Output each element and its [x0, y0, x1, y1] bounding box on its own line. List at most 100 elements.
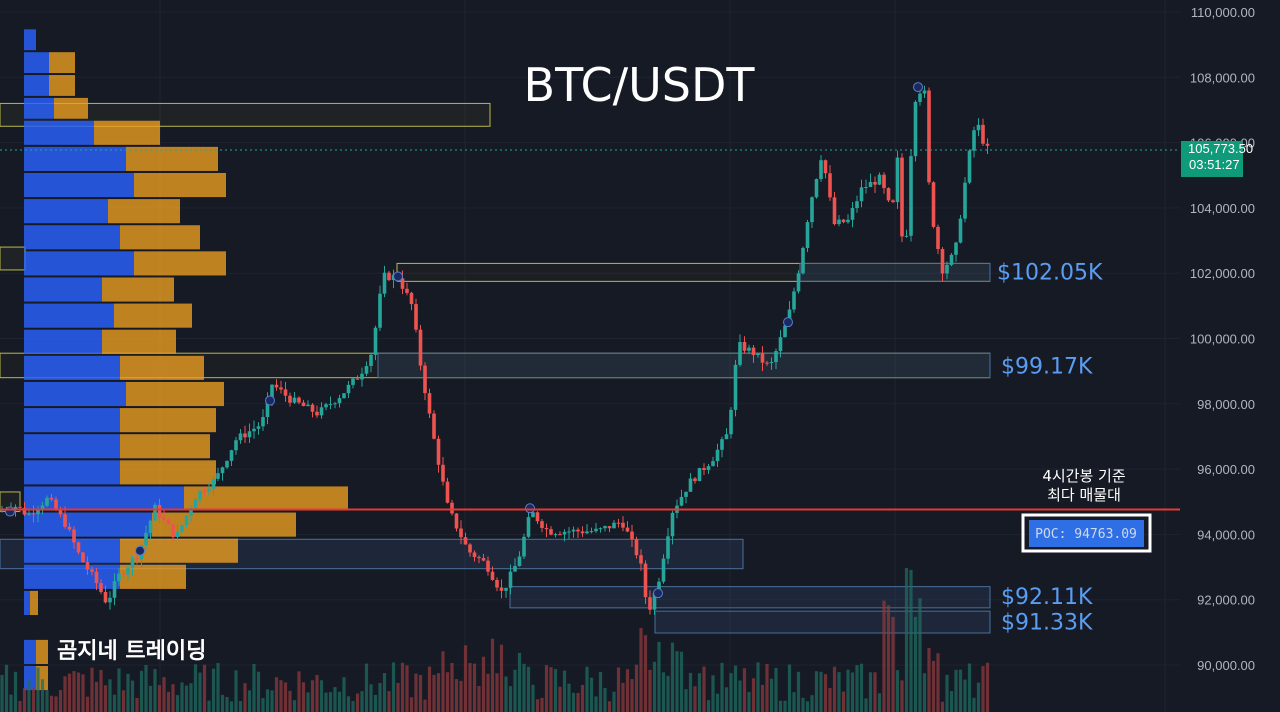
volume-bar: [76, 672, 81, 712]
volume-bar: [585, 666, 589, 712]
candle-body: [724, 434, 729, 440]
y-tick-label: 94,000.00: [1197, 527, 1255, 542]
swing-marker: [265, 395, 275, 406]
volume-bar: [900, 680, 904, 712]
candle-body: [58, 509, 63, 515]
volume-bar: [144, 665, 148, 712]
volume-bar: [886, 605, 891, 712]
candle-body: [99, 583, 103, 592]
profile-bar-sell: [120, 564, 186, 589]
chart-title: BTC/USDT: [524, 58, 756, 112]
candle-body: [45, 497, 49, 506]
volume-bar: [22, 688, 27, 712]
volume-bar: [189, 683, 193, 712]
profile-bar-sell: [36, 639, 48, 664]
candle-body: [549, 529, 553, 535]
volume-bar: [360, 691, 364, 712]
candle-body: [0, 510, 4, 512]
candle-body: [414, 304, 418, 330]
candle-body: [652, 592, 657, 610]
volume-bar: [436, 673, 441, 712]
volume-bar: [369, 684, 373, 712]
profile-bar-sell: [126, 146, 218, 171]
candle-body: [117, 573, 121, 582]
profile-bar-buy: [24, 52, 49, 74]
volume-bar: [738, 680, 742, 712]
profile-bar-buy: [24, 97, 54, 119]
volume-bar: [630, 679, 634, 712]
candle-body: [801, 247, 805, 274]
volume-bar: [828, 687, 832, 712]
volume-bar: [166, 691, 171, 712]
candle-body: [180, 524, 184, 532]
candle-body: [558, 534, 562, 536]
profile-bar-sell: [49, 52, 75, 74]
candle-body: [954, 242, 958, 255]
candle-body: [220, 467, 225, 474]
candle-body: [891, 200, 895, 203]
volume-bar: [301, 682, 306, 712]
volume-bar: [108, 679, 112, 712]
volume-bar: [81, 674, 85, 712]
volume-bar: [918, 598, 922, 712]
candle-body: [472, 552, 477, 558]
y-tick-label: 92,000.00: [1197, 593, 1255, 608]
volume-bar: [558, 686, 562, 712]
volume-bar: [234, 670, 238, 712]
profile-bar-buy: [24, 590, 30, 616]
volume-bar: [328, 692, 333, 712]
candle-body: [580, 531, 585, 534]
profile-bar-buy: [24, 251, 134, 276]
annotation-line-1: 4시간봉 기준: [1042, 467, 1126, 485]
profile-bar-buy: [24, 199, 108, 224]
candle-body: [958, 218, 963, 243]
candle-body: [562, 531, 567, 535]
volume-bar: [207, 700, 211, 712]
candle-body: [333, 403, 337, 405]
volume-bar: [679, 651, 684, 712]
profile-bar-buy: [24, 460, 120, 485]
candle-body: [369, 354, 373, 367]
volume-bar: [283, 682, 288, 712]
candle-body: [189, 508, 193, 516]
candle-body: [90, 569, 94, 572]
volume-bar: [765, 663, 769, 712]
swing-marker: [525, 503, 535, 514]
volume-bar: [747, 691, 751, 712]
candle-body: [144, 532, 148, 546]
candle-body: [796, 273, 801, 292]
candle-body: [864, 187, 868, 189]
volume-bar: [409, 697, 414, 712]
volume-bar: [220, 694, 225, 712]
candle-body: [765, 362, 769, 364]
candle-body: [108, 597, 112, 603]
volume-bar: [531, 684, 535, 712]
volume-bar: [756, 662, 760, 712]
candle-body: [571, 529, 576, 532]
candle-body: [166, 519, 171, 525]
candle-body: [972, 130, 976, 151]
candle-body: [162, 517, 166, 520]
profile-bar-sell: [114, 303, 192, 328]
candle-body: [684, 491, 688, 497]
candle-body: [625, 527, 630, 532]
candle-body: [985, 143, 990, 146]
candle-body: [270, 384, 274, 398]
profile-bar-buy: [24, 408, 120, 433]
candle-body: [886, 188, 891, 201]
volume-bar: [909, 569, 913, 712]
candle-body: [229, 450, 234, 461]
volume-bar: [9, 694, 13, 712]
candle-body: [36, 509, 40, 515]
candle-body: [531, 512, 535, 518]
candle-body: [945, 264, 949, 274]
y-tick-label: 98,000.00: [1197, 397, 1255, 412]
volume-bar: [117, 668, 121, 712]
candle-body: [603, 526, 607, 529]
volume-bar: [85, 696, 90, 712]
profile-bar-buy: [24, 146, 126, 171]
profile-bar-sell: [120, 408, 216, 433]
profile-bar-buy: [24, 381, 126, 407]
volume-bar: [607, 701, 612, 712]
